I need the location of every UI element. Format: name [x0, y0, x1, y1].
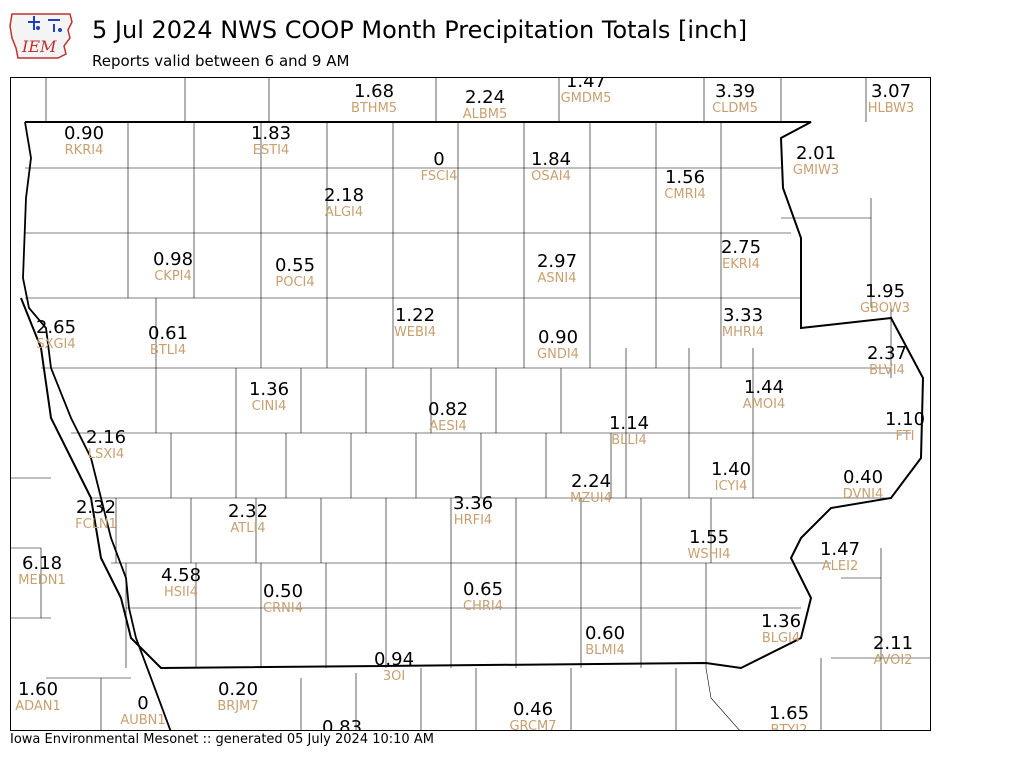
iem-logo: IEM	[8, 8, 76, 64]
map-subtitle: Reports valid between 6 and 9 AM	[92, 52, 350, 70]
map-title: 5 Jul 2024 NWS COOP Month Precipitation …	[92, 16, 748, 44]
county-boundaries	[11, 78, 930, 730]
footer-credit: Iowa Environmental Mesonet :: generated …	[10, 732, 434, 747]
precipitation-map: 1.68 BTHM5 2.24 ALBM5 1.47 GMDM5 3.39 CLDM5 3.07…	[10, 77, 931, 731]
logo-text: IEM	[21, 37, 57, 56]
iowa-state-logo-shape: IEM	[9, 13, 73, 59]
